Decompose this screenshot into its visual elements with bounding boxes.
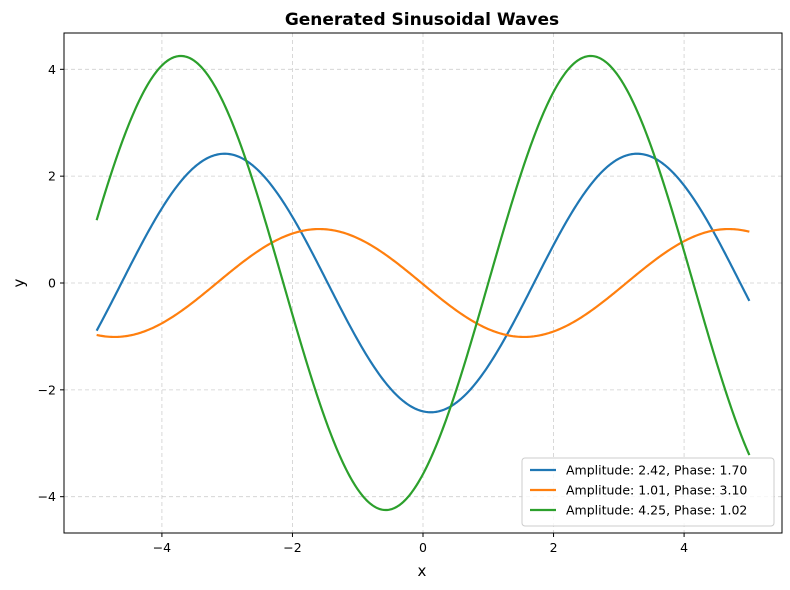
plot-area: −4 −2 0 2 4 −4 −2 0 2 4 Amplitude: 2.42, Phase: 1.… (38, 32, 783, 555)
y-tick-label: −2 (38, 382, 56, 397)
legend-label-2: Amplitude: 1.01, Phase: 3.10 (566, 483, 747, 498)
y-axis-label: y (10, 278, 28, 287)
x-tick-label: 4 (680, 540, 688, 555)
y-tick-label: 2 (48, 169, 56, 184)
x-tick-label: −4 (153, 540, 171, 555)
series-line-3 (95, 54, 751, 512)
y-tick-label: 0 (48, 276, 56, 291)
chart-title: Generated Sinusoidal Waves (285, 10, 559, 30)
legend-box (521, 457, 775, 527)
x-axis-label: x (418, 562, 427, 580)
series-line-1 (95, 152, 751, 414)
legend-label-3: Amplitude: 4.25, Phase: 1.02 (566, 503, 747, 518)
x-tick-label: 2 (550, 540, 558, 555)
x-tick-label: 0 (419, 540, 427, 555)
legend-label-1: Amplitude: 2.42, Phase: 1.70 (566, 463, 747, 478)
y-tick-label: 4 (48, 62, 56, 77)
y-tick-label: −4 (38, 489, 56, 504)
series-line-2 (96, 227, 750, 339)
x-tick-label: −2 (283, 540, 301, 555)
